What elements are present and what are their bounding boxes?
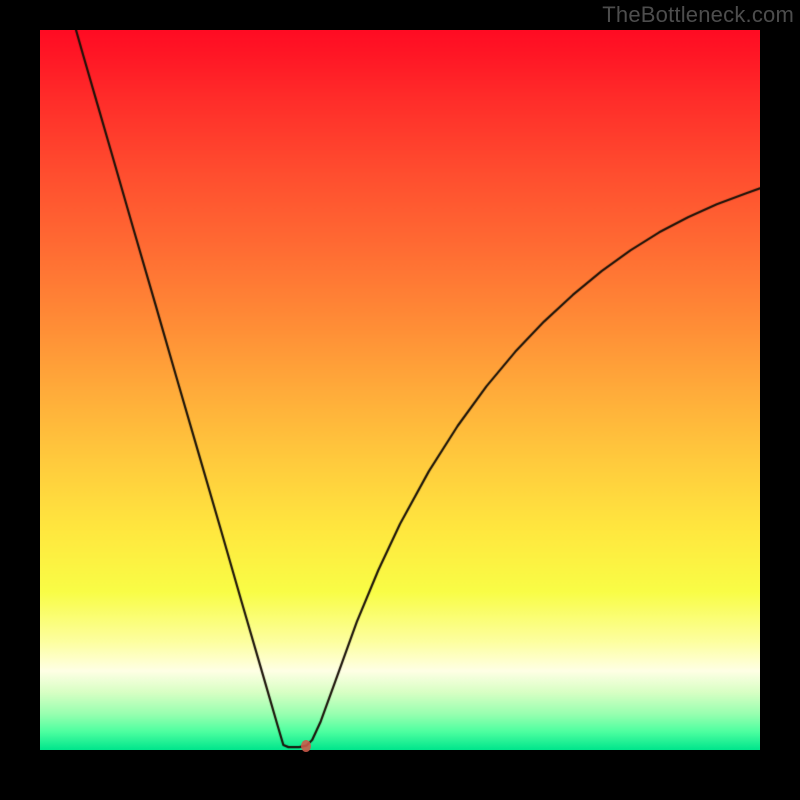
bottleneck-curve: [40, 30, 760, 750]
watermark-text: TheBottleneck.com: [602, 2, 794, 28]
plot-area: [40, 30, 760, 750]
figure-root: TheBottleneck.com: [0, 0, 800, 800]
